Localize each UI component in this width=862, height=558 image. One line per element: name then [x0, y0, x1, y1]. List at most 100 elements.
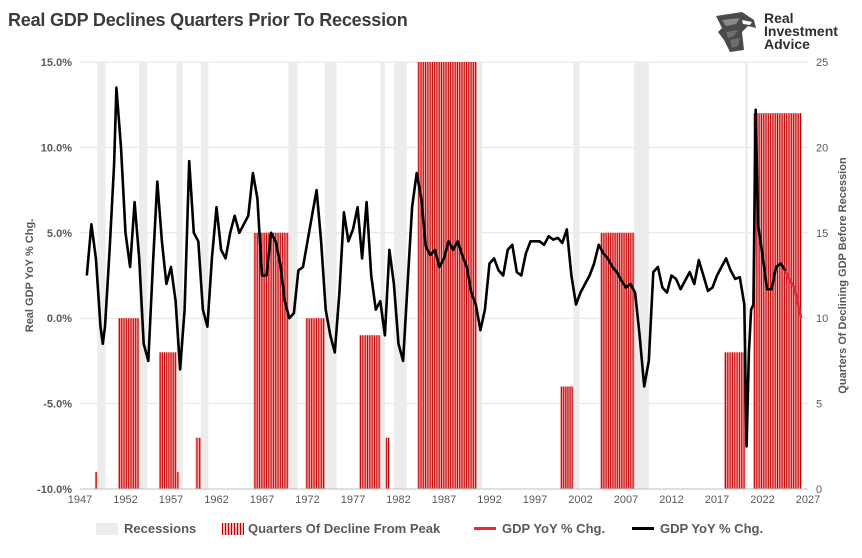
decline-bar-line: [616, 232, 618, 490]
recession-band: [393, 62, 407, 489]
x-tick-label: 2007: [614, 494, 638, 506]
decline-bar-line: [431, 62, 433, 489]
decline-bar-line: [272, 232, 274, 490]
decline-bar-line: [571, 386, 573, 489]
x-tick-label: 1982: [386, 494, 410, 506]
chart-title: Real GDP Declines Quarters Prior To Rece…: [8, 10, 408, 30]
decline-bar-line: [323, 318, 325, 489]
legend-item-quarters: Quarters Of Decline From Peak: [222, 521, 440, 536]
decline-bar-line: [308, 318, 310, 489]
decline-bar-line: [125, 318, 127, 489]
decline-bar-line: [765, 113, 767, 490]
decline-bar-line: [135, 318, 137, 489]
decline-bar-line: [174, 352, 176, 489]
decline-bar-line: [306, 318, 308, 489]
y-tick-label: -10.0%: [37, 484, 72, 496]
decline-bar-line: [456, 62, 458, 489]
decline-bar-line: [318, 318, 320, 489]
decline-bar-line: [137, 318, 139, 489]
decline-bar-line: [790, 113, 792, 490]
decline-bar-line: [788, 113, 790, 490]
decline-bar-line: [367, 335, 369, 489]
decline-bar-line: [168, 352, 170, 489]
decline-bar-line: [373, 335, 375, 489]
decline-bar-line: [263, 232, 265, 490]
decline-bar-line: [774, 113, 776, 490]
recession-band: [288, 62, 298, 489]
y2-tick-label: 10: [816, 313, 828, 325]
decline-bar-line: [563, 386, 565, 489]
decline-bar-line: [254, 232, 256, 490]
decline-bar-line: [632, 232, 634, 490]
decline-bar-line: [376, 335, 378, 489]
y2-tick-label: 0: [816, 484, 822, 496]
decline-bar-line: [799, 113, 801, 490]
y-tick-label: 10.0%: [41, 142, 72, 154]
decline-bar-line: [434, 62, 436, 489]
x-tick-label: 2012: [659, 494, 683, 506]
decline-bar-line: [360, 335, 362, 489]
decline-bar-line: [95, 471, 97, 489]
decline-bar-line: [132, 318, 134, 489]
decline-bar-line: [770, 113, 772, 490]
decline-bar-line: [795, 113, 797, 490]
decline-bar-line: [172, 352, 174, 489]
recession-band: [324, 62, 337, 489]
decline-bar-line: [196, 437, 198, 489]
y-tick-label: 15.0%: [41, 57, 72, 69]
x-tick-label: 1977: [341, 494, 365, 506]
decline-bar-line: [170, 352, 172, 489]
decline-bar-line: [736, 352, 738, 489]
decline-bar-line: [159, 352, 161, 489]
eagle-head-icon: [716, 12, 756, 52]
decline-bar-line: [286, 232, 288, 490]
x-tick-label: 1972: [295, 494, 319, 506]
decline-bar-line: [459, 62, 461, 489]
x-tick-label: 1987: [432, 494, 456, 506]
y-tick-label: 0.0%: [47, 313, 72, 325]
decline-bar-line: [261, 232, 263, 490]
decline-bar-line: [161, 352, 163, 489]
decline-bar-line: [786, 113, 788, 490]
decline-bar-line: [320, 318, 322, 489]
decline-bar-line: [378, 335, 380, 489]
decline-bar-line: [470, 62, 472, 489]
recession-band: [476, 62, 483, 489]
decline-bar-line: [734, 352, 736, 489]
x-tick-label: 2027: [796, 494, 820, 506]
decline-bar-line: [315, 318, 317, 489]
decline-bar-line: [472, 62, 474, 489]
decline-bar-line: [118, 318, 120, 489]
y2-axis-title: Quarters Of Declining GDP Before Recessi…: [837, 157, 849, 394]
decline-bars: [94, 62, 802, 490]
decline-bar-line: [628, 232, 630, 490]
recession-band: [176, 62, 183, 489]
decline-bar-line: [760, 113, 762, 490]
decline-bar-line: [450, 62, 452, 489]
decline-bar-line: [177, 471, 179, 489]
decline-bar-line: [282, 232, 284, 490]
legend-item-recessions: Recessions: [96, 521, 196, 536]
decline-bar-line: [270, 232, 272, 490]
decline-bar-line: [463, 62, 465, 489]
recession-band: [634, 62, 649, 489]
decline-bar-line: [779, 113, 781, 490]
decline-bar-line: [612, 232, 614, 490]
x-tick-label: 2022: [750, 494, 774, 506]
decline-bar-line: [443, 62, 445, 489]
legend-label-recessions: Recessions: [124, 521, 197, 536]
y2-tick-label: 5: [816, 399, 822, 411]
gdp-lines: [85, 86, 803, 448]
decline-bar-line: [128, 318, 130, 489]
decline-bar-line: [130, 318, 132, 489]
logo-line-advice: Advice: [764, 36, 810, 52]
decline-bar-line: [256, 232, 258, 490]
decline-bar-line: [436, 62, 438, 489]
decline-bar-line: [630, 232, 632, 490]
decline-bar-line: [569, 386, 571, 489]
decline-bar-line: [738, 352, 740, 489]
decline-bar-line: [386, 437, 388, 489]
legend-swatch-quarters: [222, 522, 244, 535]
decline-bar-line: [724, 352, 726, 489]
